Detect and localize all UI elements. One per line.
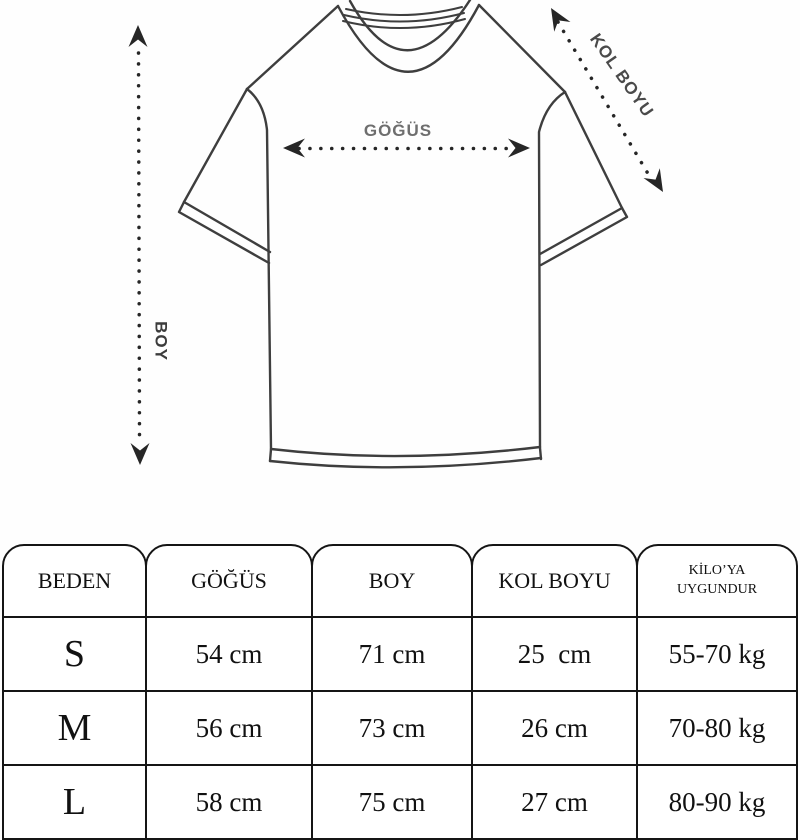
length-dotted-line [136,51,142,439]
left-shoulder-seam [245,4,340,91]
column-header-kilo: KİLO’YA UYGUNDUR [638,546,796,618]
cell-s-gogus: 54 cm [147,618,311,692]
size-table-column-kilo: KİLO’YA UYGUNDUR 55-70 kg 70-80 kg 80-90… [636,544,798,840]
length-arrowhead-up [128,25,148,47]
cell-l-boy: 75 cm [358,786,426,817]
hem-top-line [269,445,542,458]
cell-s-kilo: 55-70 kg [638,618,796,692]
right-shoulder-seam [477,3,567,94]
left-sleeve-outer-edge [182,87,249,204]
collar-outer-curve [336,3,481,73]
cell-l-gogus: 58 cm [195,786,263,817]
size-table-column-kol-boyu: KOL BOYU 25 cm 26 cm 27 cm [471,544,638,840]
collar-rib-line [343,12,465,23]
tshirt-outline [177,0,629,469]
left-sleeve-cuff [177,200,272,265]
cell-l-kol-boyu: 27 cm [521,786,588,817]
size-table-column-beden: BEDEN S M L [2,544,147,840]
right-sleeve-outer-edge [563,90,624,210]
column-header-kilo-text: KİLO’YA UYGUNDUR [676,563,758,597]
chest-arrowhead-right [508,138,530,158]
collar-rib-line [345,6,463,17]
length-measure: BOY [128,25,171,465]
column-header-beden: BEDEN [4,546,145,618]
cell-m-beden: M [4,692,145,766]
chest-measure: GÖĞÜS [283,121,530,158]
size-table-column-boy: BOY 71 cm 73 cm 75 cm [311,544,473,840]
cell-m-kol-boyu: 26 cm [473,692,636,766]
cell-m-kilo: 70-80 kg [638,692,796,766]
cell-m-boy: 73 cm [313,692,471,766]
cell-s-beden: S [4,618,145,692]
cell-l-kilo: 80-90 kg [668,786,766,817]
sleeve-measure: KOL BOYU [542,3,672,197]
cell-l-beden: L [62,781,87,823]
cell-m-gogus: 56 cm [147,692,311,766]
size-table-column-gogus: GÖĞÜS 54 cm 56 cm 58 cm [145,544,313,840]
column-header-boy: BOY [313,546,471,618]
length-arrowhead-down [130,443,150,465]
sleeve-measure-label: KOL BOYU [586,30,657,121]
cell-s-kol-boyu: 25 cm [473,618,636,692]
right-armhole-body-edge [537,90,567,461]
chest-measure-label: GÖĞÜS [364,121,432,140]
column-header-kol-boyu: KOL BOYU [473,546,636,618]
left-armhole-body-edge [245,87,273,463]
column-header-gogus: GÖĞÜS [147,546,311,618]
right-sleeve-cuff [538,206,629,267]
length-measure-label: BOY [152,321,171,361]
cell-s-boy: 71 cm [313,618,471,692]
tshirt-measurement-diagram: BOY GÖĞÜS KOL BOYU [128,0,672,469]
collar-rib-line [342,18,466,29]
chest-arrowhead-left [283,138,305,158]
sleeve-arrowhead-up [542,3,571,32]
hem-bottom-line [268,456,543,469]
